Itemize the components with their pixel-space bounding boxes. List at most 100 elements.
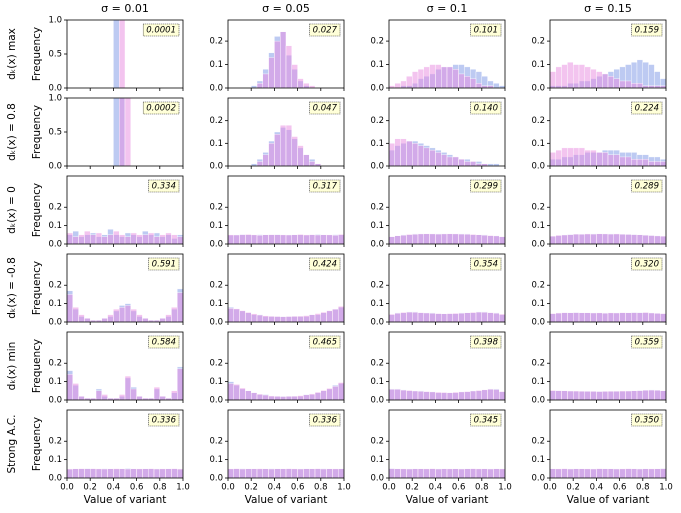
bar [142,234,149,245]
bar [280,468,287,479]
bar [642,468,649,479]
annotation-box [309,257,341,271]
bar [636,390,643,401]
bar [118,234,126,245]
y-axis-label: Frequency [31,417,43,471]
panel: 0.0 0.1 0.2 0.0 0.2 0.4 0.6 0.8 1.0 0.350 [531,409,673,493]
axes-frame [227,409,345,479]
bar [631,468,638,479]
y-tick-label: 0.0 [370,162,384,172]
annotation: 0.584 [152,338,176,348]
bar [89,468,97,479]
x-tick-label: 0.2 [244,483,258,493]
bar [435,392,442,401]
y-tick-label: 0.2 [370,437,384,447]
annotation: 0.140 [474,104,498,114]
bar [268,316,275,323]
annotation: 0.334 [152,182,176,192]
bar [584,233,591,245]
x-axis-label: Value of variant [245,494,328,506]
column-title: σ = 0.01 [101,2,149,15]
bar [441,313,448,323]
bar [602,152,609,167]
bar [400,80,407,89]
bar [95,468,102,479]
bar [549,152,556,167]
bar [338,468,345,479]
bar [256,234,264,245]
bar [458,312,465,323]
bar [464,161,471,167]
bar [326,234,333,245]
annotation-box [309,101,341,115]
bar [124,236,132,245]
bar [176,368,184,401]
annotation-box [631,257,663,271]
y-tick-label: 0.0 [531,318,545,328]
bar [464,391,471,401]
bar [165,232,172,245]
bar [285,234,293,245]
bar [262,315,269,323]
bar [631,312,638,323]
bar [303,234,310,245]
bar [625,312,632,323]
bar [452,392,459,401]
y-tick-label: 0.2 [370,37,384,47]
y-tick-label: 0.1 [531,455,545,465]
x-axis-label: Value of variant [84,494,167,506]
bar [171,468,178,479]
bar [561,64,568,89]
bar [631,234,638,245]
bar [446,66,454,89]
bar [487,388,494,401]
bar [78,468,85,479]
bar [66,294,73,323]
y-tick-label: 0.2 [531,359,545,369]
panel: 0.0 0.1 0.2 0.359 [531,331,667,406]
bar [320,468,327,479]
bar [332,308,339,323]
bar [388,314,396,323]
bar [567,62,574,89]
bar [320,390,327,401]
y-tick-label: 0.1 [209,299,223,309]
bar [256,83,264,89]
y-tick-label: 0.2 [209,437,223,447]
bar [590,69,597,89]
y-tick-label: 0.2 [531,203,545,213]
y-axis-label: Frequency [31,339,43,393]
y-axis-label: Frequency [31,261,43,315]
bar [619,312,626,323]
panel: 0.0 0.1 0.2 0.0 0.2 0.4 0.6 0.8 1.0 0.336 [48,409,190,493]
x-tick-label: 0.0 [543,483,557,493]
x-axis-label: Value of variant [567,494,650,506]
bar [124,375,132,401]
bar [584,391,591,401]
annotation: 0.0002 [146,104,176,114]
x-tick-label: 0.2 [83,483,97,493]
axes-frame [227,19,345,89]
bar [78,234,85,245]
bar [262,73,269,89]
annotation-box [142,23,180,37]
y-tick-label: 0.2 [370,359,384,369]
bar [388,389,396,401]
bar [72,383,79,401]
bar [607,233,614,245]
bar [464,234,471,245]
row-label: dₖ(x) max [6,28,18,80]
y-tick-label: 0.1 [48,221,62,231]
bar [613,468,620,479]
bar [555,468,562,479]
bar [176,236,184,245]
bar [423,147,430,167]
bar [412,234,419,245]
bar [602,73,609,89]
bar [297,145,304,167]
bar [596,71,603,89]
x-tick-label: 0.4 [590,483,604,493]
bar [113,97,120,167]
bar [394,389,401,401]
bar [458,391,465,401]
